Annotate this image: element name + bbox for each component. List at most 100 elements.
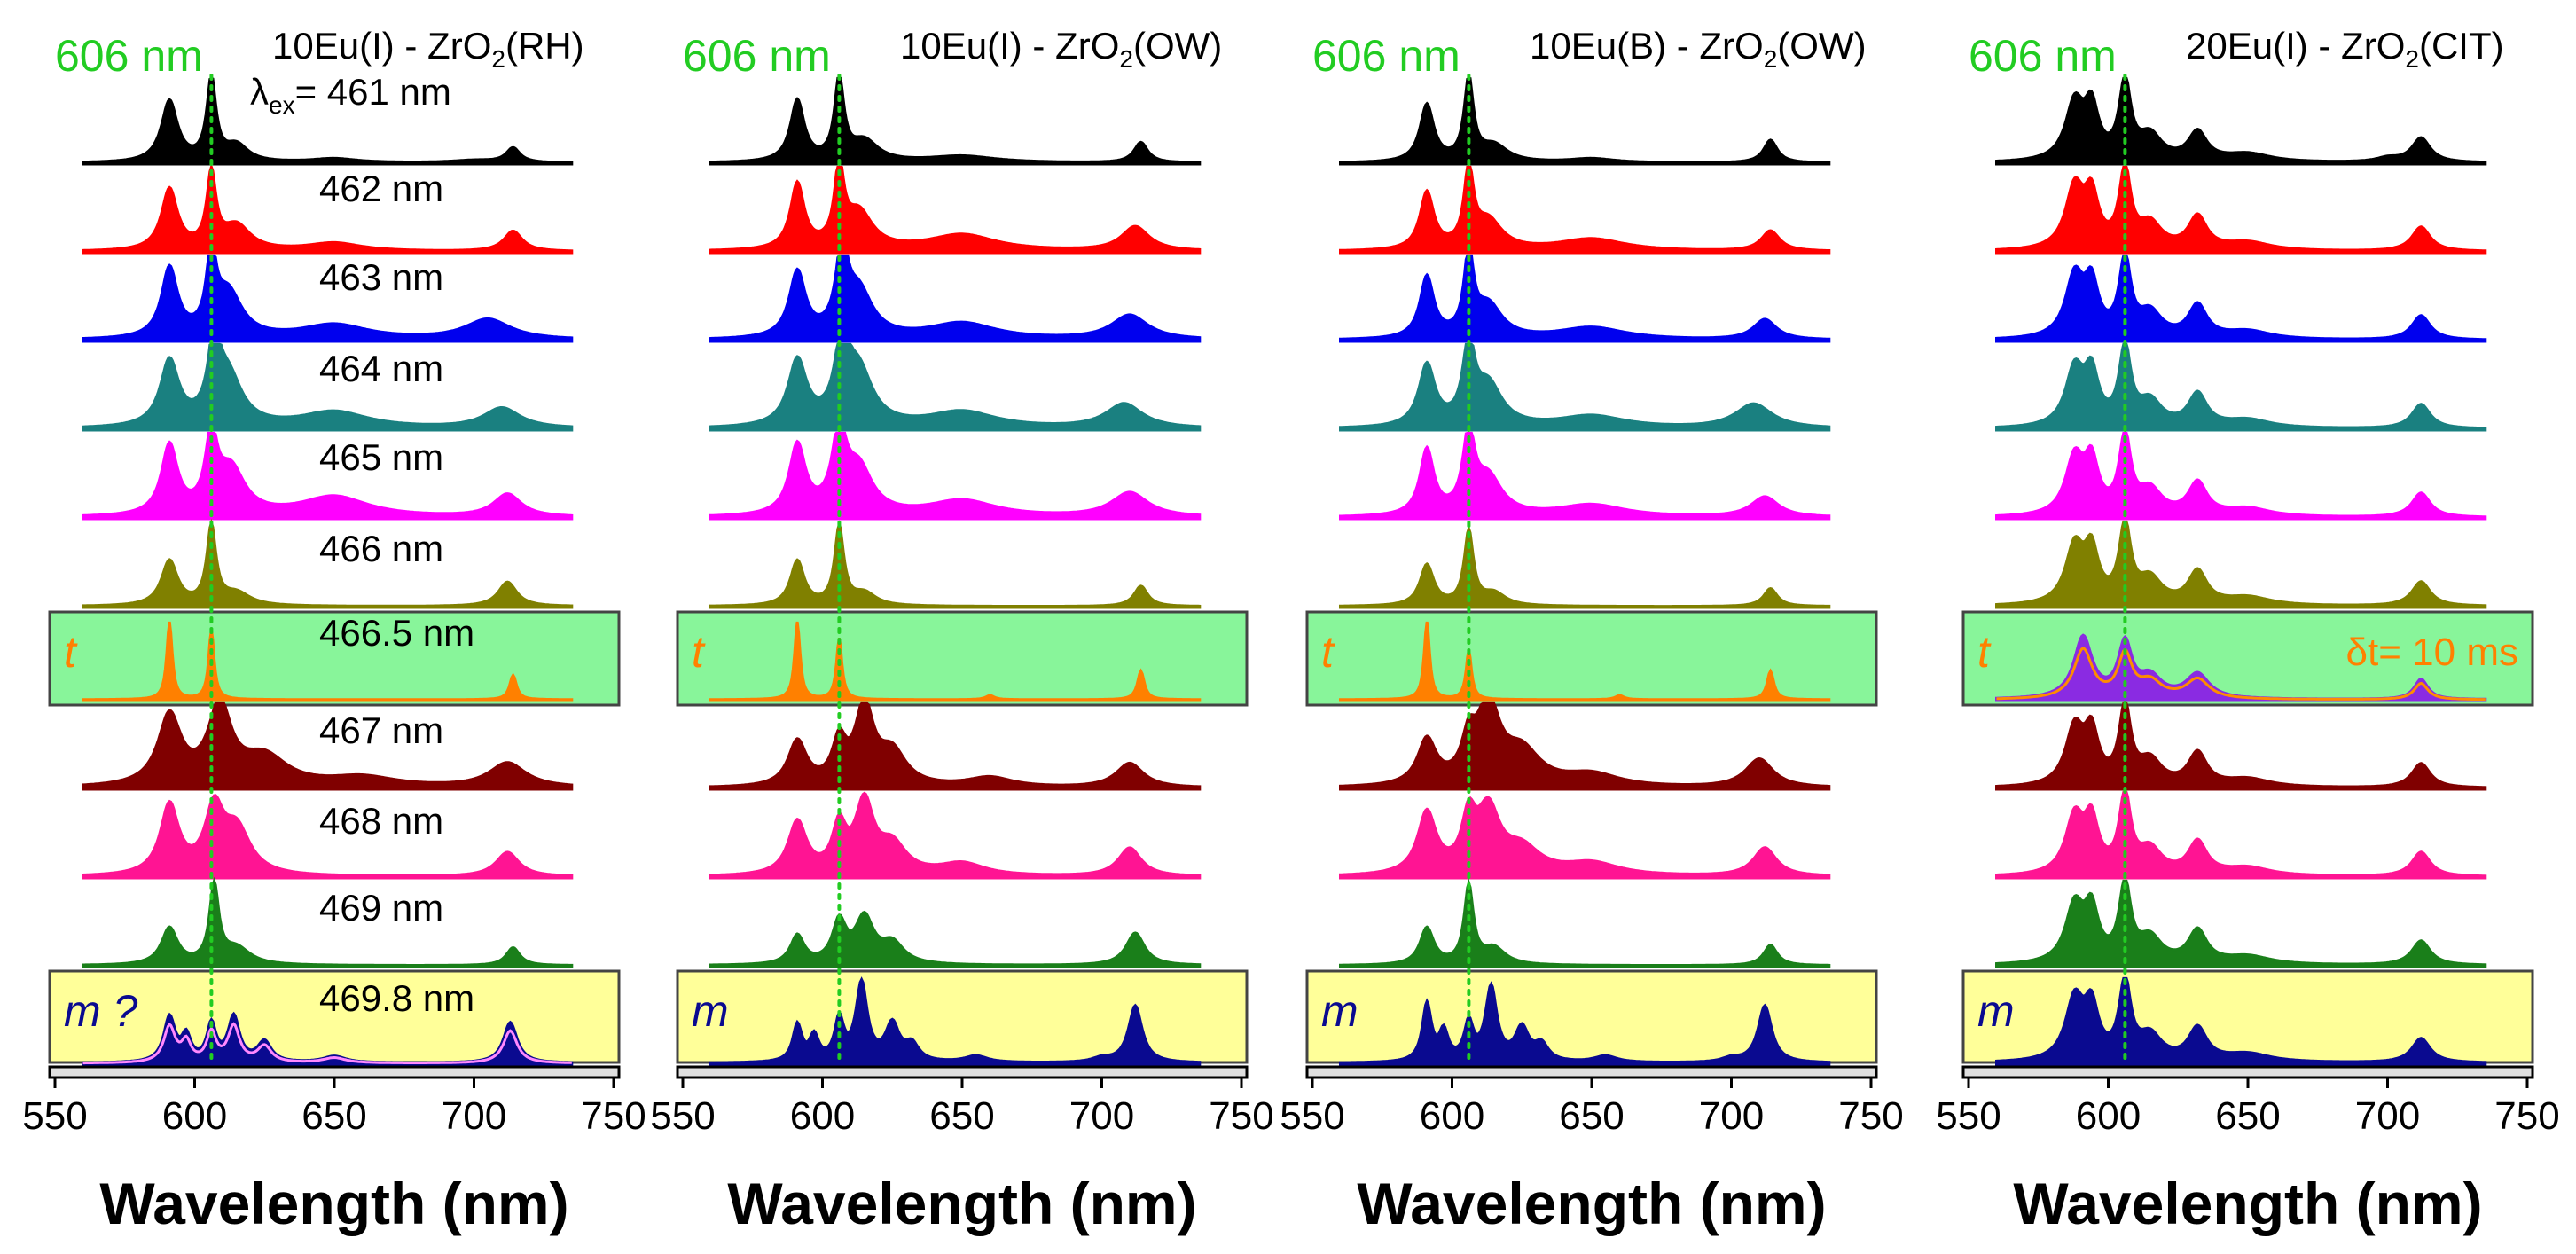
panel-4: t m 606 nm 20Eu(I) - ZrO2(CIT) δt= 10 ms 550 6… (1936, 25, 2559, 1236)
spectrum-462-nm (82, 162, 574, 255)
excitation-label: 466.5 nm (319, 612, 474, 654)
spectrum-overlay-466-5-nm (1996, 647, 2486, 701)
spectrum-465-nm (709, 431, 1202, 521)
spectrum-469-8-nm (1339, 981, 1831, 1066)
x-tick-label: 600 (162, 1094, 227, 1138)
spectrum-466-nm (1339, 524, 1831, 609)
x-tick-label: 700 (442, 1094, 506, 1138)
spectrum-466-5-nm (709, 621, 1202, 702)
spectrum-468-nm (82, 794, 574, 880)
x-axis (48, 1065, 621, 1079)
x-axis-title: Wavelength (nm) (2013, 1171, 2482, 1236)
panel-title-main: 10Eu(I) - ZrO (272, 25, 491, 67)
marker-606-label: 606 nm (1969, 31, 2117, 81)
panel-2: t m 606 nm 10Eu(I) - ZrO2(OW) 550 600 650 700 75… (650, 25, 1273, 1236)
m-box-label: m (1321, 986, 1358, 1036)
x-axis (1305, 1065, 1878, 1079)
x-tick-label: 550 (1936, 1094, 2001, 1138)
panel-title-tail: (CIT) (2419, 25, 2504, 67)
x-tick-label: 750 (1838, 1094, 1903, 1138)
spectrum-469-nm (82, 876, 574, 968)
excitation-label: 467 nm (319, 709, 443, 751)
delta-t-label: δt= 10 ms (2346, 631, 2518, 674)
m-box-label: m ? (64, 986, 138, 1036)
excitation-label: 466 nm (319, 528, 443, 569)
x-axis (1961, 1065, 2534, 1079)
t-box (1305, 610, 1878, 707)
panel-title: 20Eu(I) - ZrO2(CIT) (2186, 25, 2504, 73)
spectrum-466-nm (709, 520, 1202, 609)
x-tick-label: 650 (929, 1094, 994, 1138)
spectrum-463-nm (709, 254, 1202, 343)
spectrum-463-nm (82, 254, 574, 343)
panel-title-subscript: 2 (491, 45, 505, 73)
excitation-label: 469 nm (319, 887, 443, 929)
spectrum-469-nm (709, 910, 1202, 968)
panel-title-tail: (OW) (1777, 25, 1866, 67)
x-tick-label: 750 (581, 1094, 646, 1138)
excitation-value: = 461 nm (295, 71, 451, 113)
m-box (676, 969, 1249, 1064)
spectrum-469-8-nm (1995, 976, 2487, 1066)
lambda-subscript: ex (269, 91, 295, 119)
spectrum-467-nm (1995, 701, 2487, 791)
spectrum-466-nm (82, 518, 574, 609)
excitation-label: 469.8 nm (319, 977, 474, 1019)
spectrum-461-nm (709, 76, 1202, 166)
lambda-symbol: λ (250, 71, 269, 113)
panel-title: 10Eu(I) - ZrO2(RH) (272, 25, 584, 73)
x-axis (676, 1065, 1249, 1079)
spectrum-468-nm (709, 791, 1202, 880)
t-box (676, 610, 1249, 707)
spectrum-463-nm (1339, 254, 1831, 343)
x-axis-title: Wavelength (nm) (99, 1171, 568, 1236)
panel-title-tail: (OW) (1133, 25, 1222, 67)
t-box (48, 610, 621, 707)
m-box (1305, 969, 1878, 1064)
spectrum-464-nm (82, 342, 574, 432)
t-box-label: t (692, 627, 706, 677)
m-box (1961, 969, 2534, 1064)
panel-title-main: 20Eu(I) - ZrO (2186, 25, 2405, 67)
x-tick-label: 550 (1280, 1094, 1344, 1138)
excitation-label: λex= 461 nm (250, 71, 451, 119)
excitation-label: 462 nm (319, 168, 443, 209)
spectrum-467-nm (1339, 701, 1831, 791)
spectrum-467-nm (709, 701, 1202, 791)
spectrum-462-nm (1339, 165, 1831, 255)
x-tick-label: 700 (1699, 1094, 1764, 1138)
spectrum-461-nm (1995, 76, 2487, 166)
panel-title: 10Eu(B) - ZrO2(OW) (1530, 25, 1867, 73)
x-tick-label: 750 (1209, 1094, 1273, 1138)
spectrum-466-5-nm (82, 621, 574, 702)
spectrum-469-8-nm (82, 1011, 574, 1066)
spectrum-469-8-nm (709, 976, 1202, 1066)
x-tick-label: 750 (2494, 1094, 2559, 1138)
panel-3: t m 606 nm 10Eu(B) - ZrO2(OW) 550 600 650 700 75… (1280, 25, 1903, 1236)
panel-title-subscript: 2 (1764, 45, 1778, 73)
excitation-label: 468 nm (319, 800, 443, 842)
spectrum-462-nm (709, 165, 1202, 255)
marker-606-label: 606 nm (683, 31, 831, 81)
panel-title: 10Eu(I) - ZrO2(OW) (900, 25, 1222, 73)
x-tick-label: 650 (301, 1094, 366, 1138)
m-box-label: m (1977, 986, 2015, 1036)
spectrum-468-nm (1995, 790, 2487, 880)
spectrum-468-nm (1339, 796, 1831, 880)
spectrum-465-nm (82, 431, 574, 521)
t-box-label: t (1977, 627, 1992, 677)
spectrum-465-nm (1995, 431, 2487, 521)
spectrum-466-5-nm (1339, 621, 1831, 702)
excitation-label: 465 nm (319, 436, 443, 478)
x-tick-label: 600 (2076, 1094, 2141, 1138)
spectrum-464-nm (1995, 342, 2487, 432)
x-axis-title: Wavelength (nm) (727, 1171, 1196, 1236)
spectrum-467-nm (82, 701, 574, 791)
marker-606-label: 606 nm (55, 31, 203, 81)
x-tick-label: 550 (22, 1094, 87, 1138)
spectrum-464-nm (1339, 342, 1831, 432)
spectrum-461-nm (82, 76, 574, 166)
panel-title-main: 10Eu(I) - ZrO (900, 25, 1119, 67)
spectrum-463-nm (1995, 254, 2487, 343)
